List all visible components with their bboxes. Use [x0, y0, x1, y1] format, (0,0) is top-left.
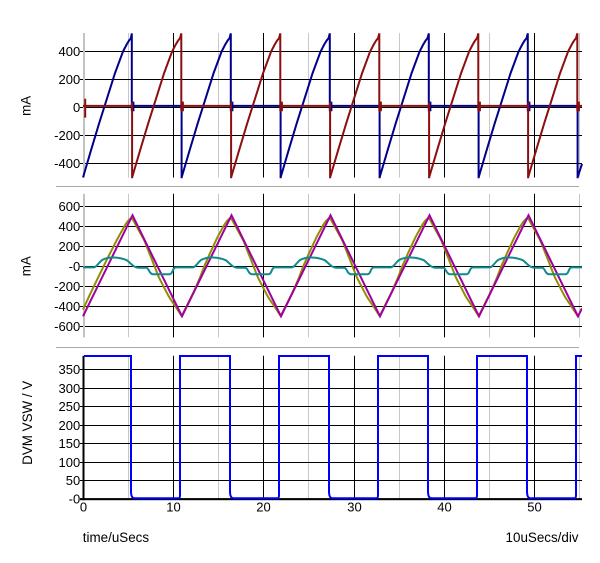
svg-text:50: 50	[527, 500, 541, 515]
svg-text:30: 30	[347, 500, 361, 515]
svg-text:0: 0	[73, 100, 80, 115]
svg-text:200: 200	[58, 239, 80, 254]
svg-text:mA: mA	[18, 96, 33, 116]
svg-text:600: 600	[58, 199, 80, 214]
svg-text:-0: -0	[69, 492, 81, 507]
svg-text:200: 200	[58, 418, 80, 433]
svg-text:400: 400	[58, 44, 80, 59]
svg-text:400: 400	[58, 219, 80, 234]
svg-text:-200: -200	[54, 128, 80, 143]
svg-text:200: 200	[58, 72, 80, 87]
svg-text:20: 20	[256, 500, 270, 515]
svg-text:250: 250	[58, 399, 80, 414]
svg-text:mA: mA	[18, 256, 33, 276]
svg-text:-200: -200	[54, 279, 80, 294]
svg-text:-400: -400	[54, 156, 80, 171]
svg-text:40: 40	[437, 500, 451, 515]
svg-text:150: 150	[58, 436, 80, 451]
svg-text:0: 0	[80, 500, 87, 515]
svg-text:300: 300	[58, 381, 80, 396]
svg-text:10uSecs/div: 10uSecs/div	[506, 530, 579, 545]
svg-text:-0: -0	[69, 259, 81, 274]
svg-text:DVM VSW / V: DVM VSW / V	[20, 381, 35, 465]
svg-text:-400: -400	[54, 299, 80, 314]
svg-text:time/uSecs: time/uSecs	[83, 530, 150, 545]
svg-text:50: 50	[66, 473, 80, 488]
svg-text:-600: -600	[54, 319, 80, 334]
svg-text:350: 350	[58, 362, 80, 377]
svg-text:100: 100	[58, 455, 80, 470]
svg-text:10: 10	[166, 500, 180, 515]
